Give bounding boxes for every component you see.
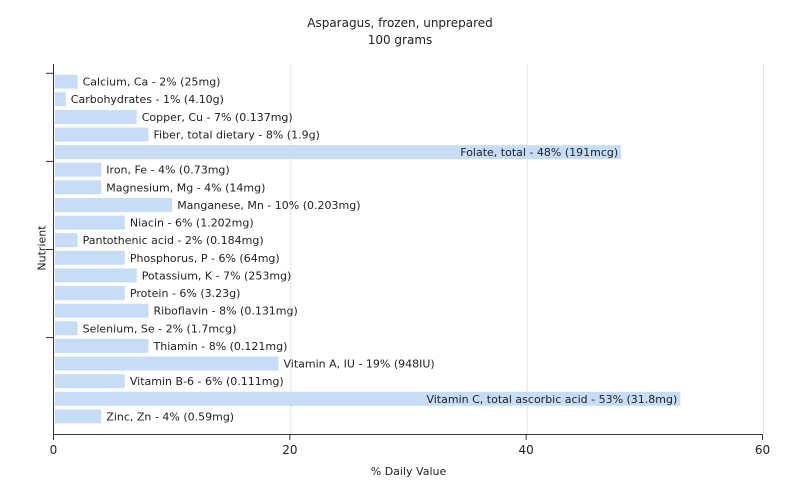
bar — [55, 180, 102, 195]
data-label: Copper, Cu - 7% (0.137mg) — [142, 111, 293, 124]
bar — [55, 74, 78, 89]
bar — [55, 268, 137, 283]
bar — [55, 109, 137, 124]
data-label: Vitamin B-6 - 6% (0.111mg) — [130, 375, 284, 388]
data-label: Zinc, Zn - 4% (0.59mg) — [106, 410, 234, 423]
data-label: Magnesium, Mg - 4% (14mg) — [106, 181, 265, 194]
plot-area — [54, 64, 763, 434]
bar — [55, 162, 102, 177]
data-label: Manganese, Mn - 10% (0.203mg) — [177, 199, 360, 212]
bar — [55, 286, 125, 300]
bar — [55, 215, 125, 230]
data-label: Thiamin - 8% (0.121mg) — [153, 340, 288, 353]
bar — [55, 92, 66, 107]
bar — [55, 356, 279, 371]
data-label: Niacin - 6% (1.202mg) — [130, 217, 254, 230]
data-label: Phosphorus, P - 6% (64mg) — [130, 252, 280, 265]
x-tick-label: 0 — [50, 443, 58, 457]
bar — [55, 250, 125, 265]
bar — [55, 145, 622, 160]
y-axis-label: Nutrient — [35, 225, 49, 271]
data-label: Selenium, Se - 2% (1.7mcg) — [83, 322, 237, 335]
data-label: Pantothenic acid - 2% (0.184mg) — [83, 234, 264, 247]
x-tick-label: 40 — [519, 443, 534, 457]
data-label: Fiber, total dietary - 8% (1.9g) — [154, 129, 320, 142]
bar — [55, 374, 125, 389]
data-label: Vitamin A, IU - 19% (948IU) — [284, 358, 435, 371]
bar — [55, 198, 173, 212]
bar — [55, 409, 102, 424]
bar — [55, 391, 681, 406]
data-label: Vitamin C, total ascorbic acid - 53% (31… — [426, 393, 677, 406]
chart-subtitle: 100 grams — [367, 33, 433, 47]
data-label: Potassium, K - 7% (253mg) — [142, 269, 292, 282]
data-label: Iron, Fe - 4% (0.73mg) — [106, 164, 229, 177]
bar — [55, 338, 149, 353]
data-label: Protein - 6% (3.23g) — [130, 287, 241, 300]
chart-title: Asparagus, frozen, unprepared — [307, 16, 493, 30]
bar — [55, 303, 149, 318]
x-tick-label: 60 — [755, 443, 770, 457]
data-label: Carbohydrates - 1% (4.10g) — [71, 93, 224, 106]
data-label: Riboflavin - 8% (0.131mg) — [154, 305, 298, 318]
data-label: Calcium, Ca - 2% (25mg) — [83, 76, 221, 89]
bar — [55, 127, 149, 142]
x-axis-label: % Daily Value — [370, 465, 447, 478]
data-label: Folate, total - 48% (191mcg) — [460, 146, 618, 159]
x-tick-label: 20 — [282, 443, 297, 457]
bar — [55, 233, 78, 248]
bar — [55, 321, 78, 336]
